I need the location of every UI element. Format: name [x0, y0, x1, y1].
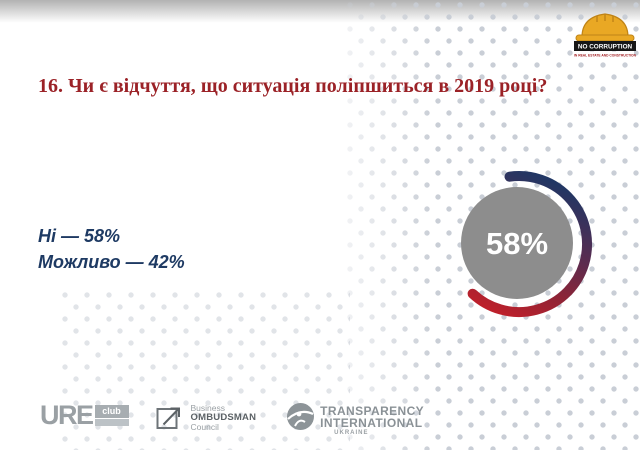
ure-club-logo: URE club — [40, 400, 129, 430]
footer-logos: URE club Business OMBUDSMAN Council — [40, 402, 424, 438]
ti-line-ukraine: UKRAINE — [334, 430, 369, 436]
answer-line-no: Ні — 58% — [38, 226, 121, 246]
hard-hat-icon — [575, 13, 635, 42]
chart-inner-circle — [461, 187, 573, 299]
ure-badge-strip — [94, 419, 129, 426]
boc-line-council: Council — [190, 421, 219, 432]
ure-wordmark: URE — [40, 400, 94, 430]
boc-line-ombudsman: OMBUDSMAN — [190, 411, 257, 423]
business-ombudsman-logo: Business OMBUDSMAN Council — [155, 402, 257, 432]
banner-text: NO CORRUPTION — [578, 43, 633, 50]
chart-center-label: 58% — [486, 226, 548, 261]
ti-line-transparency: TRANSPARENCY — [320, 404, 425, 418]
chart-accent-arc — [467, 171, 593, 317]
slide-title: 16. Чи є відчуття, що ситуація поліпшить… — [38, 75, 548, 97]
transparency-international-logo: TRANSPARENCY INTERNATIONAL UKRAINE — [286, 402, 424, 436]
ure-badge-label: club — [94, 405, 129, 418]
globe-figure-icon — [287, 403, 315, 430]
no-corruption-logo: NO CORRUPTION IN REAL ESTATE AND CONSTRU… — [574, 13, 636, 58]
ure-badge: club — [94, 405, 129, 426]
arrow-square-icon — [156, 407, 180, 429]
tagline-text: IN REAL ESTATE AND CONSTRUCTION — [574, 53, 636, 57]
transparency-text: TRANSPARENCY INTERNATIONAL UKRAINE — [320, 402, 424, 436]
answer-summary: Ні — 58% Можливо — 42% — [38, 223, 185, 275]
banner-background — [574, 41, 636, 51]
boc-line-business: Business — [190, 403, 226, 413]
business-ombudsman-text: Business OMBUDSMAN Council — [191, 402, 257, 432]
ti-line-international: INTERNATIONAL — [320, 416, 423, 430]
tagline-background — [576, 51, 634, 58]
answer-line-maybe: Можливо — 42% — [38, 252, 185, 273]
